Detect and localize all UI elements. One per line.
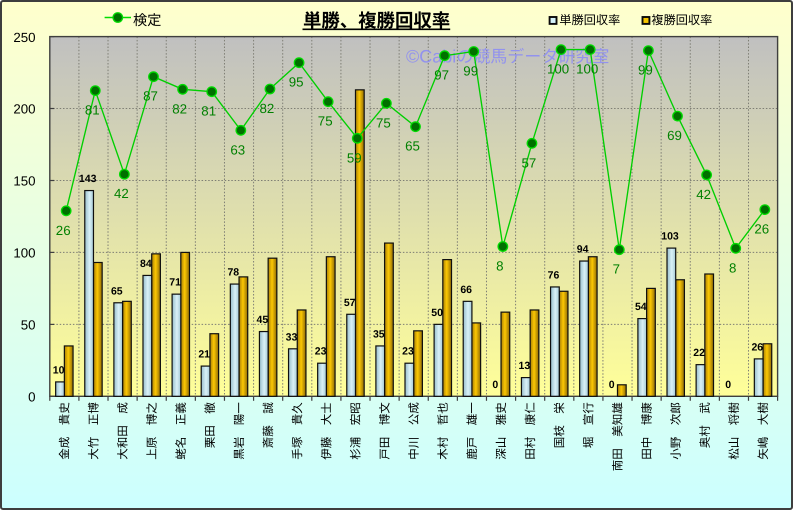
svg-text:200: 200	[13, 102, 35, 117]
svg-text:26: 26	[56, 223, 71, 238]
svg-text:250: 250	[13, 30, 35, 45]
svg-text:87: 87	[143, 89, 158, 104]
svg-text:84: 84	[140, 258, 152, 270]
svg-text:0: 0	[609, 379, 615, 391]
svg-text:65: 65	[111, 285, 123, 297]
svg-text:13: 13	[519, 360, 531, 372]
svg-text:100: 100	[547, 62, 569, 77]
svg-text:103: 103	[661, 231, 679, 243]
svg-text:81: 81	[85, 103, 100, 118]
svg-text:23: 23	[402, 346, 414, 358]
svg-text:82: 82	[260, 101, 275, 116]
svg-text:54: 54	[635, 301, 647, 313]
svg-text:94: 94	[577, 244, 589, 256]
svg-text:66: 66	[460, 284, 472, 296]
svg-text:100: 100	[576, 62, 598, 77]
svg-text:22: 22	[693, 347, 705, 359]
svg-text:95: 95	[289, 75, 304, 90]
svg-text:45: 45	[257, 314, 269, 326]
svg-text:143: 143	[79, 173, 97, 185]
svg-text:42: 42	[696, 187, 711, 202]
svg-text:26: 26	[754, 222, 769, 237]
svg-text:57: 57	[522, 155, 537, 170]
svg-text:59: 59	[347, 150, 362, 165]
svg-text:0: 0	[28, 390, 35, 405]
svg-text:10: 10	[53, 364, 65, 376]
svg-text:71: 71	[169, 277, 181, 289]
svg-text:97: 97	[434, 68, 449, 83]
svg-text:35: 35	[373, 328, 385, 340]
svg-text:21: 21	[198, 349, 210, 361]
svg-text:8: 8	[496, 259, 503, 274]
svg-text:78: 78	[227, 267, 239, 279]
svg-text:65: 65	[405, 139, 420, 154]
svg-text:57: 57	[344, 297, 356, 309]
svg-text:100: 100	[13, 246, 35, 261]
svg-text:63: 63	[230, 142, 245, 157]
svg-text:50: 50	[431, 307, 443, 319]
svg-text:75: 75	[318, 114, 333, 129]
svg-text:76: 76	[548, 270, 560, 282]
svg-text:26: 26	[751, 341, 763, 353]
svg-text:99: 99	[463, 64, 478, 79]
svg-text:69: 69	[667, 128, 682, 143]
svg-text:33: 33	[286, 331, 298, 343]
svg-text:50: 50	[21, 318, 36, 333]
svg-text:8: 8	[729, 260, 736, 275]
svg-text:23: 23	[315, 346, 327, 358]
svg-text:7: 7	[613, 262, 620, 277]
svg-text:81: 81	[201, 104, 216, 119]
svg-text:82: 82	[172, 101, 187, 116]
svg-text:0: 0	[492, 379, 498, 391]
svg-text:42: 42	[114, 186, 129, 201]
svg-text:99: 99	[638, 63, 653, 78]
svg-text:75: 75	[376, 115, 391, 130]
svg-text:150: 150	[13, 174, 35, 189]
svg-text:0: 0	[725, 379, 731, 391]
